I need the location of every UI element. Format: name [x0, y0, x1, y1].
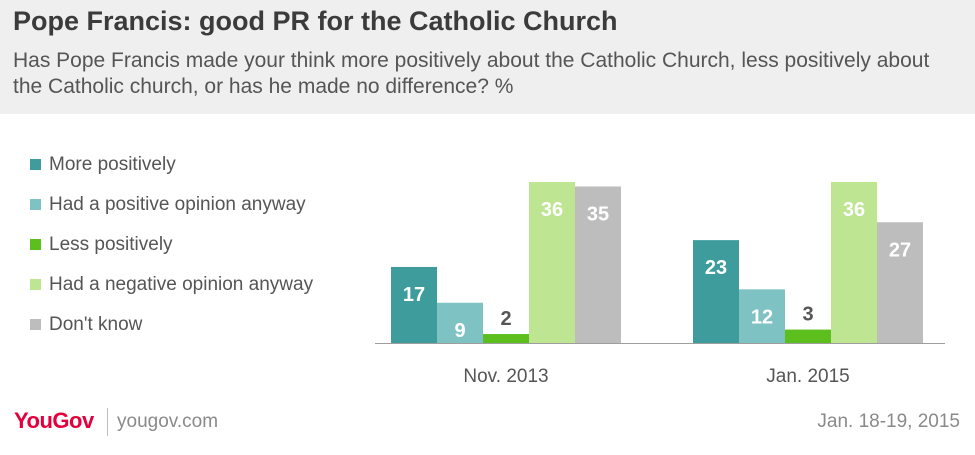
legend-label: Don't know — [49, 314, 143, 335]
bar — [693, 240, 739, 343]
x-tick-label: Nov. 2013 — [463, 366, 548, 387]
bar — [437, 302, 483, 343]
legend-label: Less positively — [49, 234, 173, 255]
bar — [785, 329, 831, 343]
data-label: 2 — [500, 308, 511, 330]
legend-swatch — [30, 319, 41, 330]
data-label: 36 — [541, 199, 563, 221]
footer-divider — [107, 408, 108, 436]
legend-swatch — [30, 159, 41, 170]
data-label: 35 — [587, 203, 609, 225]
legend-label: Had a negative opinion anyway — [49, 274, 314, 295]
data-label: 9 — [454, 320, 465, 342]
legend-swatch — [30, 239, 41, 250]
bar — [575, 186, 621, 343]
data-label: 3 — [802, 304, 813, 326]
header: Pope Francis: good PR for the Catholic C… — [0, 0, 975, 114]
chart-title: Pope Francis: good PR for the Catholic C… — [13, 6, 618, 36]
bar — [391, 266, 437, 343]
yougov-logo: YouGov — [14, 408, 94, 433]
data-label: 27 — [889, 239, 911, 261]
bar — [739, 289, 785, 343]
x-tick-label: Jan. 2015 — [766, 366, 849, 387]
data-label: 12 — [751, 306, 773, 328]
footer-date: Jan. 18-19, 2015 — [817, 411, 960, 432]
data-label: 17 — [403, 284, 425, 306]
bar — [483, 334, 529, 343]
data-label: 36 — [843, 199, 865, 221]
bar — [831, 182, 877, 343]
footer-site: yougov.com — [117, 411, 219, 432]
legend-swatch — [30, 199, 41, 210]
legend-label: More positively — [49, 154, 176, 175]
bar — [529, 182, 575, 343]
legend-label: Had a positive opinion anyway — [49, 194, 306, 215]
bar — [877, 222, 923, 343]
data-label: 23 — [705, 257, 727, 279]
legend-swatch — [30, 279, 41, 290]
bar-chart: 17 9 2 36 35 Nov. 2013 23 12 3 36 27 Jan. 2015 — [375, 182, 945, 387]
chart-subtitle: Has Pope Francis made your think more po… — [13, 49, 930, 98]
